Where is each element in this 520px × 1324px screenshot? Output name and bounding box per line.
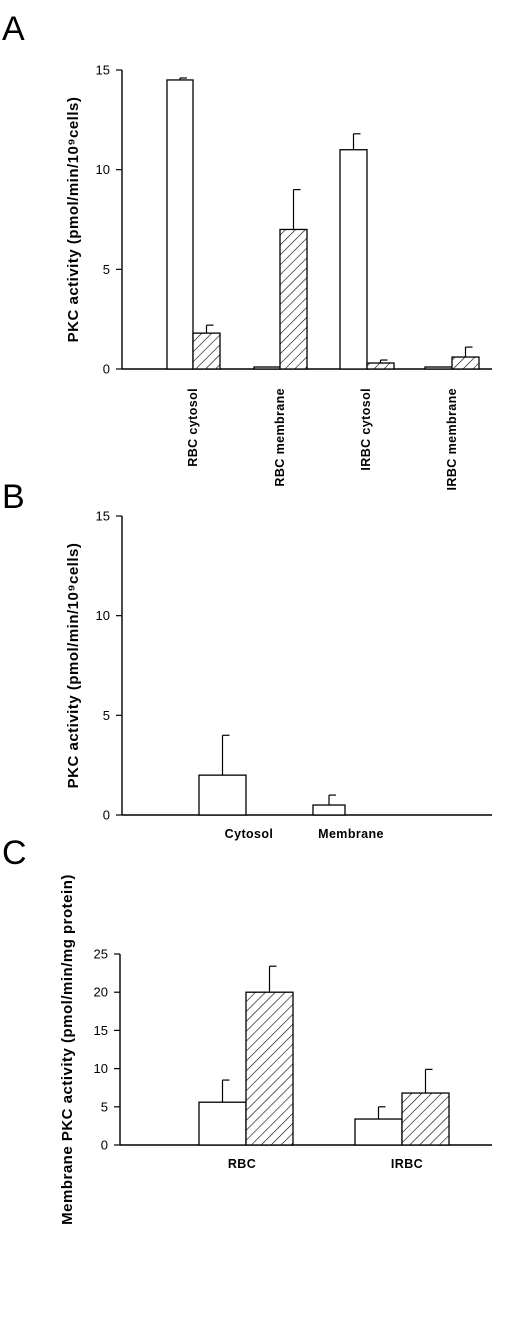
y-tick-label: 5 xyxy=(101,1099,108,1114)
y-axis-title: Membrane PKC activity (pmol/min/mg prote… xyxy=(59,874,76,1225)
open-bar xyxy=(253,366,281,370)
category-label: Membrane xyxy=(318,827,384,841)
panel-c-chart: C 0 5 10 15 20 25 Membrane PKC activity (pmol/m… xyxy=(2,834,492,1225)
panel-letter: A xyxy=(2,10,25,48)
category-label: Cytosol xyxy=(225,827,274,841)
hatched-bar xyxy=(245,991,294,1146)
hatched-bar xyxy=(279,228,308,370)
open-bar xyxy=(354,1118,403,1146)
panel-b-chart: B 0 5 10 15 PKC activity (pmol/min/10⁹cells) C… xyxy=(2,478,492,841)
open-bar xyxy=(339,149,368,370)
y-tick-label: 0 xyxy=(101,1138,108,1153)
category-label: IRBC xyxy=(391,1157,423,1171)
category-label: IRBC cytosol xyxy=(359,388,373,471)
category-label: RBC cytosol xyxy=(186,388,200,467)
open-bar xyxy=(198,774,247,816)
hatched-bar xyxy=(401,1092,450,1146)
category-label: RBC xyxy=(228,1157,256,1171)
y-tick-label: 0 xyxy=(103,808,110,823)
y-tick-label: 5 xyxy=(103,262,110,277)
y-tick-label: 15 xyxy=(96,63,110,78)
y-tick-label: 25 xyxy=(94,947,108,962)
hatched-bar xyxy=(366,362,395,370)
open-bar xyxy=(198,1101,247,1146)
y-axis-title: PKC activity (pmol/min/10⁹cells) xyxy=(65,97,82,343)
y-tick-label: 20 xyxy=(94,985,108,1000)
category-label: IRBC membrane xyxy=(445,388,459,490)
open-bar xyxy=(312,804,346,816)
panel-letter: C xyxy=(2,834,27,872)
y-tick-label: 5 xyxy=(103,708,110,723)
panel-letter: B xyxy=(2,478,25,516)
y-tick-label: 0 xyxy=(103,362,110,377)
open-bar xyxy=(166,79,194,370)
y-tick-label: 15 xyxy=(94,1023,108,1038)
y-tick-label: 10 xyxy=(94,1061,108,1076)
category-label: RBC membrane xyxy=(273,388,287,487)
hatched-bar xyxy=(451,356,480,370)
panel-a-chart: A 0 5 10 15 PKC activity (pmol/min/10⁹cells) R… xyxy=(2,10,492,490)
y-axis-title: PKC activity (pmol/min/10⁹cells) xyxy=(65,543,82,789)
y-tick-label: 15 xyxy=(96,509,110,524)
y-tick-label: 10 xyxy=(96,608,110,623)
hatched-bar xyxy=(192,332,221,370)
open-bar xyxy=(424,366,453,370)
y-tick-label: 10 xyxy=(96,162,110,177)
